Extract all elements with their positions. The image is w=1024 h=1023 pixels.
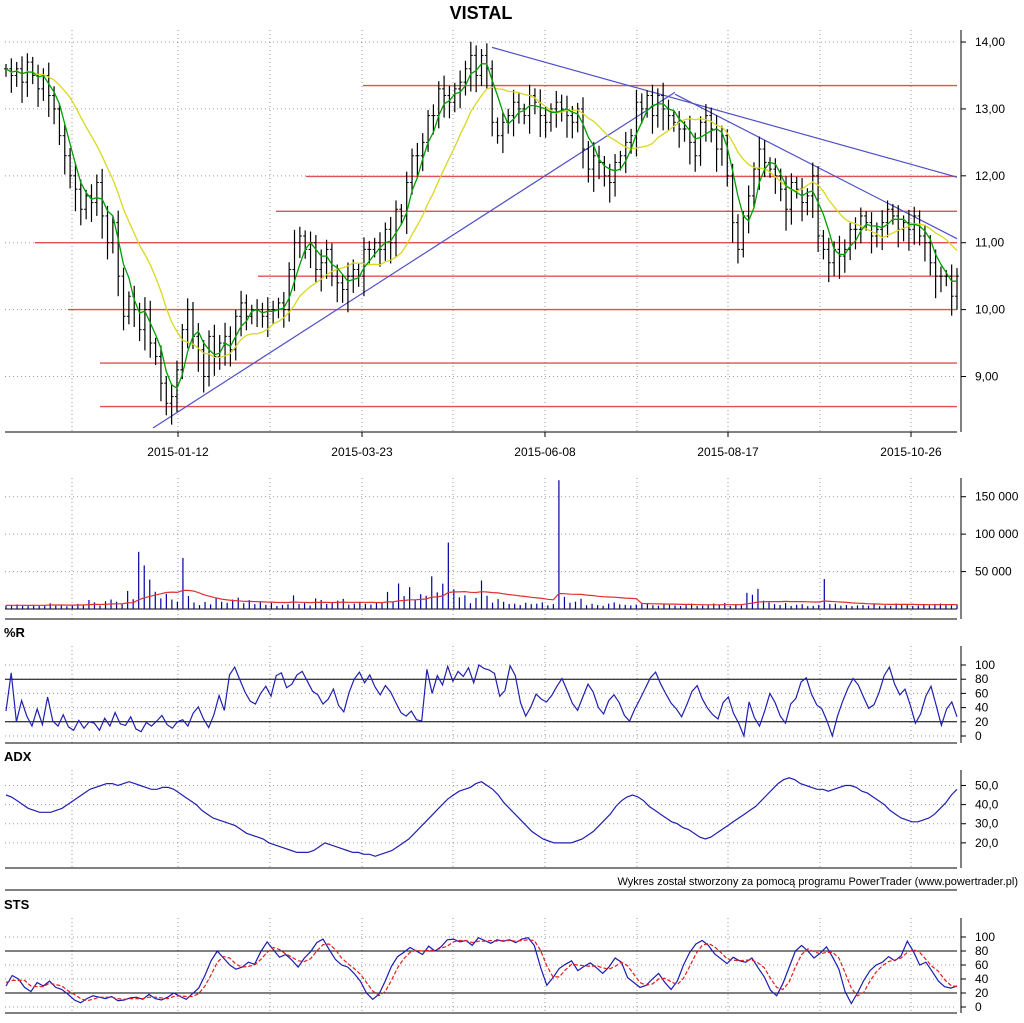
williams-r-y-tick-label: 100 <box>975 658 995 672</box>
price-x-tick-label: 2015-03-23 <box>331 445 393 459</box>
williams-r-y-tick-label: 80 <box>975 672 989 686</box>
trend-line <box>152 91 676 429</box>
powertrader-footnote: Wykres został stworzony za pomocą progra… <box>617 876 1018 888</box>
chart-title: VISTAL <box>450 3 513 23</box>
stochastic-label: STS <box>4 897 30 912</box>
slow-moving-average <box>5 68 958 359</box>
adx-panel: ADX Wykres został stworzony za pomocą pr… <box>4 749 1018 891</box>
adx-y-tick-label: 40,0 <box>975 798 999 812</box>
trend-line <box>491 46 958 178</box>
price-y-tick-label: 11,00 <box>975 236 1004 250</box>
price-x-tick-label: 2015-06-08 <box>514 445 576 459</box>
price-panel: 9,00 10,00 11,00 12,00 13,00 14,00 2015-01-12 2… <box>4 30 1005 459</box>
williams-r-y-tick-label: 20 <box>975 715 989 729</box>
price-y-tick-label: 14,00 <box>975 35 1005 49</box>
price-x-tick-label: 2015-10-26 <box>880 445 942 459</box>
adx-line <box>5 777 958 857</box>
volume-y-tick-label: 50 000 <box>975 565 1012 579</box>
stochastic-y-tick-label: 60 <box>975 958 989 972</box>
adx-label: ADX <box>4 749 32 764</box>
williams-r-y-tick-label: 0 <box>975 729 982 743</box>
volume-moving-average <box>5 589 957 607</box>
stochastic-y-tick-label: 20 <box>975 986 989 1000</box>
williams-r-y-tick-label: 60 <box>975 686 989 700</box>
volume-panel: 50 000 100 000 150 000 <box>5 478 1019 620</box>
adx-y-tick-label: 20,0 <box>975 836 999 850</box>
price-y-tick-label: 10,00 <box>975 303 1005 317</box>
volume-y-tick-label: 150 000 <box>975 490 1019 504</box>
adx-y-tick-label: 50,0 <box>975 778 999 792</box>
stochastic-y-tick-label: 80 <box>975 944 989 958</box>
price-y-tick-label: 13,00 <box>975 102 1005 116</box>
stochastic-y-tick-label: 40 <box>975 972 989 986</box>
stochastic-y-tick-label: 100 <box>975 930 995 944</box>
adx-y-tick-label: 30,0 <box>975 817 999 831</box>
williams-r-y-tick-label: 40 <box>975 701 989 715</box>
stochastic-k-line <box>5 936 958 1005</box>
stochastic-d-line <box>5 939 958 1002</box>
williams-r-label: %R <box>4 625 26 640</box>
stochastic-y-tick-label: 0 <box>975 1000 982 1014</box>
price-x-tick-label: 2015-01-12 <box>147 445 209 459</box>
price-y-tick-label: 12,00 <box>975 169 1005 183</box>
williams-r-line <box>5 663 958 739</box>
price-y-tick-label: 9,00 <box>975 369 999 383</box>
fast-moving-average <box>5 63 957 390</box>
volume-y-tick-label: 100 000 <box>975 527 1019 541</box>
price-x-tick-label: 2015-08-17 <box>697 445 759 459</box>
trend-line <box>674 93 958 240</box>
